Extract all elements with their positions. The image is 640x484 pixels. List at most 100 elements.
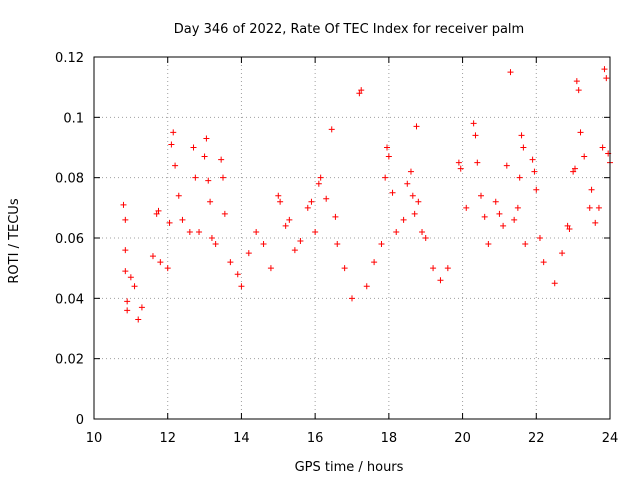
data-point bbox=[179, 216, 186, 223]
data-point bbox=[155, 207, 162, 214]
data-point bbox=[577, 129, 584, 136]
data-point bbox=[400, 216, 407, 223]
data-point bbox=[533, 186, 540, 193]
chart-title: Day 346 of 2022, Rate Of TEC Index for r… bbox=[174, 22, 524, 37]
data-point bbox=[323, 195, 330, 202]
data-point bbox=[581, 153, 588, 160]
data-point bbox=[218, 156, 225, 163]
data-point bbox=[520, 144, 527, 151]
data-point bbox=[531, 168, 538, 175]
data-point bbox=[389, 189, 396, 196]
data-point bbox=[407, 168, 414, 175]
data-point bbox=[603, 75, 610, 82]
data-point bbox=[481, 213, 488, 220]
data-point bbox=[138, 304, 145, 311]
data-point bbox=[131, 283, 138, 290]
data-point bbox=[413, 123, 420, 130]
data-point bbox=[437, 277, 444, 284]
data-point bbox=[507, 69, 514, 76]
data-point bbox=[260, 241, 267, 248]
data-point bbox=[601, 66, 608, 73]
x-tick-label: 10 bbox=[86, 431, 103, 446]
data-point bbox=[164, 265, 171, 272]
data-point bbox=[463, 204, 470, 211]
data-point bbox=[227, 259, 234, 266]
data-point bbox=[349, 295, 355, 302]
data-point bbox=[559, 250, 566, 257]
data-point bbox=[135, 316, 142, 323]
data-point bbox=[496, 210, 503, 217]
data-point bbox=[175, 192, 182, 199]
plot-frame bbox=[93, 56, 611, 420]
data-point bbox=[586, 204, 593, 211]
data-point bbox=[566, 225, 573, 232]
data-point bbox=[153, 210, 160, 217]
data-point bbox=[149, 253, 156, 260]
data-point bbox=[570, 168, 577, 175]
data-point bbox=[275, 192, 282, 199]
data-point bbox=[588, 186, 595, 193]
data-point bbox=[474, 159, 481, 166]
data-point bbox=[122, 216, 129, 223]
data-point bbox=[120, 201, 127, 208]
data-point bbox=[212, 241, 219, 248]
data-point bbox=[334, 241, 341, 248]
data-point bbox=[444, 265, 451, 272]
data-point bbox=[317, 174, 324, 181]
data-point bbox=[234, 271, 241, 278]
data-point bbox=[409, 192, 416, 199]
data-point bbox=[371, 259, 378, 266]
data-point bbox=[312, 228, 319, 235]
data-point bbox=[492, 198, 499, 205]
axis-ticks: 10 12 14 16 18 20 22 24 0 0.02 0.04 0.06 0.08 0.1 0.12 bbox=[55, 51, 618, 446]
data-point bbox=[166, 219, 173, 226]
data-point bbox=[540, 259, 547, 266]
data-point bbox=[599, 144, 606, 151]
data-point bbox=[503, 162, 510, 169]
data-point bbox=[196, 228, 203, 235]
data-point bbox=[422, 235, 429, 241]
data-point bbox=[238, 283, 245, 290]
data-point bbox=[592, 219, 599, 226]
data-point bbox=[500, 222, 507, 229]
x-tick-label: 22 bbox=[528, 431, 545, 446]
x-tick-label: 16 bbox=[307, 431, 324, 446]
data-point bbox=[356, 90, 363, 97]
y-tick-label: 0.04 bbox=[55, 292, 84, 307]
data-point bbox=[430, 265, 437, 272]
data-point bbox=[511, 216, 518, 223]
data-point bbox=[571, 165, 578, 172]
data-points bbox=[120, 66, 613, 323]
x-tick-label: 24 bbox=[602, 431, 619, 446]
y-tick-label: 0.06 bbox=[55, 232, 84, 247]
y-tick-label: 0 bbox=[76, 413, 84, 428]
y-tick-label: 0.1 bbox=[63, 111, 84, 126]
data-point bbox=[170, 129, 177, 136]
data-point bbox=[282, 222, 289, 229]
data-point bbox=[573, 78, 580, 85]
data-point bbox=[190, 144, 197, 151]
data-point bbox=[382, 174, 389, 181]
data-point bbox=[291, 247, 298, 254]
data-point bbox=[208, 235, 215, 241]
data-point bbox=[172, 162, 179, 169]
x-tick-label: 14 bbox=[233, 431, 250, 446]
data-point bbox=[328, 126, 335, 133]
data-point bbox=[253, 228, 260, 235]
x-axis-label: GPS time / hours bbox=[295, 460, 404, 475]
y-axis-label: ROTI / TECUs bbox=[7, 198, 22, 283]
data-point bbox=[385, 153, 392, 160]
data-point bbox=[384, 144, 391, 151]
x-tick-label: 12 bbox=[159, 431, 176, 446]
data-point bbox=[478, 192, 484, 199]
data-point bbox=[419, 228, 426, 235]
data-point bbox=[122, 268, 129, 275]
data-point bbox=[207, 198, 214, 205]
data-point bbox=[186, 228, 193, 235]
data-point bbox=[220, 174, 226, 181]
data-point bbox=[522, 241, 529, 248]
data-point bbox=[122, 247, 129, 254]
data-point bbox=[455, 159, 462, 166]
data-point bbox=[192, 174, 199, 181]
